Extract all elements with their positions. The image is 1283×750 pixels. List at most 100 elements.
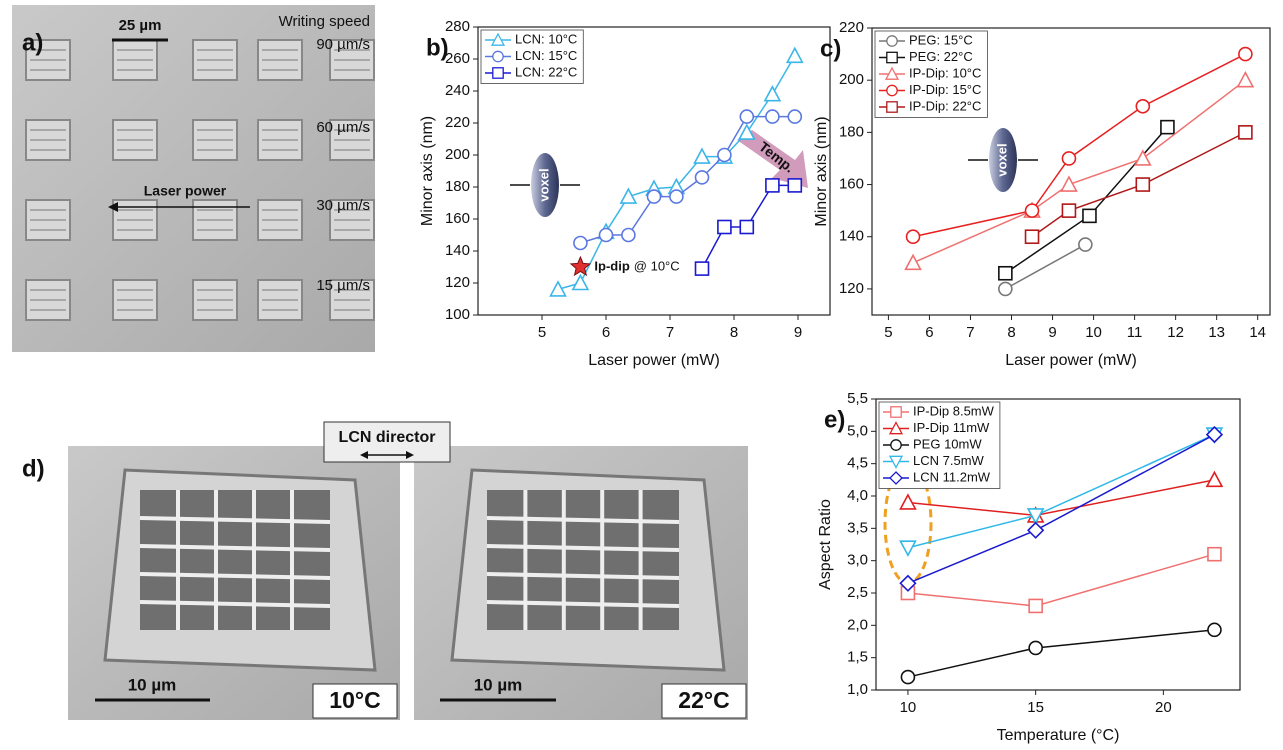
structure-hole: [487, 490, 679, 630]
marker: [598, 227, 614, 243]
marker: [739, 109, 755, 124]
y-tick-label: 280: [445, 18, 470, 35]
x-axis-label: Laser power (mW): [1005, 352, 1137, 369]
marker: [669, 189, 684, 204]
temp-box: [661, 683, 747, 719]
x-tick-label: 10: [1085, 324, 1102, 341]
y-axis-label: Aspect Ratio: [817, 499, 834, 590]
marker: [1207, 622, 1222, 638]
y-axis-label: Minor axis (nm): [813, 116, 830, 226]
y-tick-label: 120: [445, 274, 470, 291]
y-tick-label: 160: [445, 210, 470, 227]
grid-wall: [139, 572, 331, 580]
panel-label: e): [824, 406, 845, 433]
marker: [899, 540, 917, 557]
voxel-label: voxel: [994, 143, 1009, 176]
series-line: [557, 55, 796, 291]
marker: [998, 281, 1013, 297]
marker: [888, 421, 904, 435]
temp-box: [312, 683, 398, 719]
legend-label: IP-Dip 8.5mW: [913, 403, 995, 418]
speed-label: 90 µm/s: [316, 36, 370, 53]
marker: [1024, 229, 1040, 245]
marker: [900, 669, 916, 685]
series-line: [1004, 243, 1086, 290]
marker: [693, 147, 711, 164]
y-tick-label: 180: [445, 178, 470, 195]
marker: [1061, 151, 1077, 166]
y-tick-label: 2,0: [847, 616, 868, 633]
heading: Writing speed: [279, 13, 370, 30]
x-axis-label: Temperature (°C): [997, 727, 1120, 744]
marker: [573, 235, 588, 251]
plot-frame: [871, 27, 1271, 316]
x-tick-label: 8: [730, 324, 738, 341]
panel-label: b): [426, 34, 449, 61]
structures: [103, 468, 726, 672]
scale-label: 10 µm: [128, 675, 177, 694]
legend-label: PEG: 15°C: [909, 32, 973, 47]
legend-label: LCN: 15°C: [515, 48, 577, 63]
marker: [888, 455, 904, 469]
legend-label: IP-Dip: 22°C: [909, 98, 981, 113]
marker: [1205, 425, 1224, 444]
grid-wall: [486, 600, 680, 608]
marker: [905, 229, 921, 245]
marker: [884, 66, 900, 80]
marker: [1024, 203, 1040, 218]
grid-wall: [139, 600, 331, 608]
x-tick-label: 13: [1208, 324, 1225, 341]
y-tick-label: 3,0: [847, 552, 868, 569]
highlight-star: [569, 255, 592, 277]
y-tick-label: 1,0: [847, 681, 868, 698]
marker: [886, 51, 898, 64]
marker: [765, 109, 780, 124]
y-tick-label: 3,5: [847, 519, 868, 536]
marker: [1082, 208, 1097, 224]
x-tick-label: 9: [794, 324, 802, 341]
marker: [886, 35, 898, 47]
legend-label: LCN 7.5mW: [913, 453, 985, 468]
y-tick-label: 240: [445, 82, 470, 99]
x-tick-label: 6: [925, 324, 933, 341]
highlight-label: Ip-dip: [594, 258, 629, 273]
y-tick-label: 5,5: [847, 390, 868, 407]
marker: [1135, 98, 1151, 114]
marker: [1160, 119, 1175, 135]
y-tick-label: 4,5: [847, 455, 868, 472]
marker: [490, 32, 506, 46]
marker: [1061, 203, 1077, 218]
x-tick-label: 12: [1167, 324, 1184, 341]
speed-label: 15 µm/s: [316, 277, 370, 294]
legend-label: LCN 11.2mW: [913, 469, 991, 484]
voxel-icon: [989, 128, 1017, 192]
temp-label: 10°C: [329, 687, 380, 713]
legend-label: PEG 10mW: [913, 436, 982, 451]
marker: [890, 439, 902, 451]
marker: [1135, 177, 1151, 192]
y-tick-label: 200: [839, 71, 864, 88]
x-tick-label: 10: [900, 699, 917, 716]
marker: [619, 187, 638, 204]
legend-label: LCN: 22°C: [515, 64, 577, 79]
grid-wall: [486, 544, 680, 552]
marker: [1207, 546, 1222, 562]
marker: [571, 273, 590, 291]
y-axis-label: Minor axis (nm): [419, 116, 436, 226]
arrow-head: [360, 451, 368, 459]
y-tick-label: 140: [839, 228, 864, 245]
y-tick-label: 5,0: [847, 422, 868, 439]
marker: [717, 147, 732, 163]
grid-wall: [139, 544, 331, 552]
x-tick-label: 5: [884, 324, 892, 341]
marker: [1238, 46, 1253, 62]
panel-label: a): [22, 29, 43, 56]
x-tick-label: 14: [1249, 324, 1266, 341]
voxel-icon: [531, 153, 559, 217]
temp-label: 22°C: [678, 687, 729, 713]
y-tick-label: 100: [445, 306, 470, 323]
series-line: [907, 629, 1215, 678]
marker: [998, 265, 1013, 281]
x-tick-label: 9: [1048, 324, 1056, 341]
